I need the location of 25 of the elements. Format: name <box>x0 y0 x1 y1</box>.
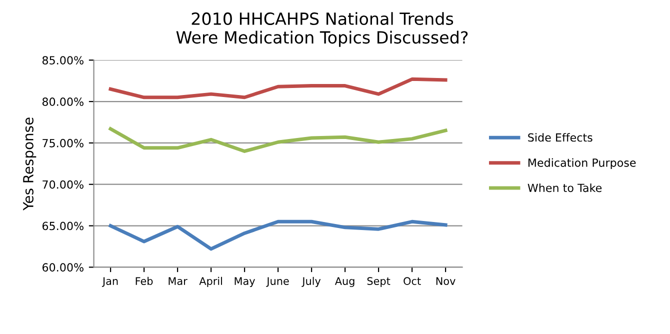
y-tick-label: 85.00% <box>42 56 84 64</box>
line-series <box>108 220 448 251</box>
x-tick-label: Sept <box>367 277 390 288</box>
x-tick-label: Mar <box>168 277 188 285</box>
y-tick-label: 80.00% <box>42 98 84 106</box>
y-tick-label: 60.00% <box>42 263 84 272</box>
line-series <box>108 127 448 153</box>
x-tick-label: Nov <box>436 277 456 285</box>
legend-label: Side Effects <box>528 133 592 142</box>
x-tick-label: Jan <box>102 277 118 287</box>
y-tick-label: 65.00% <box>42 222 84 230</box>
x-tick-label: April <box>199 276 222 288</box>
x-tick-label: June <box>266 277 289 287</box>
x-tick-label: Oct <box>404 277 421 285</box>
x-tick-label: July <box>302 276 321 288</box>
legend-label: Medication Purpose <box>528 158 636 170</box>
x-tick-label: Feb <box>136 276 153 285</box>
y-tick-label: 75.00% <box>42 138 84 148</box>
line-series <box>108 77 448 100</box>
x-tick-label: Aug <box>334 277 354 288</box>
chart-title: 2010 HHCAHPS National Trends Were Medication Topics Discussed? <box>176 12 468 47</box>
y-tick-label: 70.00% <box>42 180 84 189</box>
x-tick-label: May <box>234 277 256 288</box>
legend-label: When to Take <box>528 183 602 192</box>
y-axis-title: Yes Response <box>23 118 36 210</box>
